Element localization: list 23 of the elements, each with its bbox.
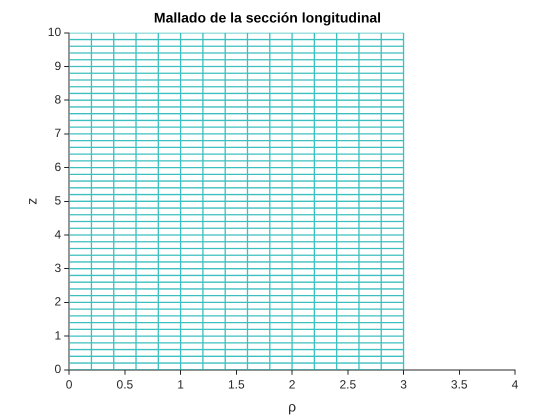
x-axis-title: ρ	[288, 398, 296, 414]
x-tick-label: 4	[512, 377, 519, 392]
y-tick-label: 2	[54, 294, 62, 309]
y-tick-label: 8	[54, 92, 62, 107]
y-tick-label: 3	[54, 261, 62, 276]
y-tick-label: 0	[54, 362, 62, 376]
y-tick-label: 4	[54, 227, 62, 242]
x-tick-label: 0.5	[116, 377, 134, 392]
x-tick-label: 1	[177, 377, 184, 392]
y-tick-label: 10	[48, 25, 62, 40]
y-axis-title: z	[23, 198, 40, 205]
x-tick-label: 2	[288, 377, 296, 392]
chart-title: Mallado de la sección longitudinal	[154, 9, 382, 26]
y-tick-label: 9	[54, 58, 62, 73]
y-tick-label: 5	[54, 194, 62, 208]
x-tick-label: 2.5	[339, 377, 356, 392]
x-tick-label: 3	[400, 377, 408, 392]
y-tick-label: 1	[54, 328, 62, 342]
x-tick-label: 0	[66, 377, 73, 392]
y-tick-label: 7	[54, 126, 62, 140]
y-tick-label: 6	[54, 160, 62, 174]
x-tick-label: 1.5	[228, 377, 246, 392]
x-tick-label: 3.5	[450, 377, 468, 392]
